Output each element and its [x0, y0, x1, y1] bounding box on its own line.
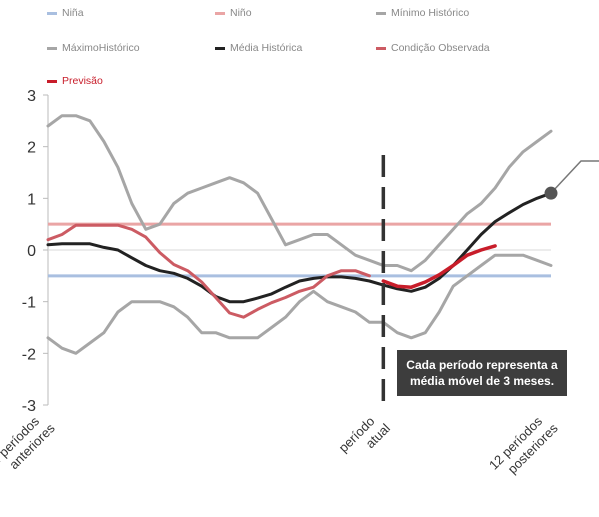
y-axis: 3 2 1 0 -1 -2 -3 [22, 88, 551, 415]
legend-swatch-minimo-historico [376, 12, 386, 15]
legend: Niña Niño Mínimo Histórico MáximoHistórico M… [47, 7, 490, 87]
legend-swatch-previsao [47, 80, 57, 83]
y-tick-label: 1 [27, 191, 36, 208]
y-tick-label: -1 [22, 295, 36, 312]
legend-swatch-nino [215, 12, 225, 15]
y-tick-label: 2 [27, 140, 36, 157]
legend-label-maximohistorico: MáximoHistórico [62, 42, 140, 54]
annotation-line: Cada período representa a [406, 358, 558, 372]
series-maximo-historico [46, 114, 553, 273]
legend-swatch-maximohistorico [47, 47, 57, 50]
legend-label-media-historica: Média Histórica [230, 42, 303, 54]
legend-label-nina: Niña [62, 7, 84, 19]
series-previsao [381, 244, 497, 289]
series-condicao-observada [46, 223, 371, 319]
legend-label-condicao-observada: Condição Observada [391, 42, 490, 54]
y-tick-label: -3 [22, 398, 36, 415]
callout-connector [550, 160, 599, 194]
annotation-background [397, 350, 567, 396]
end-marker [544, 186, 558, 200]
y-tick-label: 0 [27, 243, 36, 260]
series-media-historica [46, 191, 553, 304]
annotation-line: média móvel de 3 meses. [410, 374, 554, 388]
chart-extras [381, 155, 599, 405]
series-minimo-historico [46, 253, 553, 355]
series-lines [46, 114, 553, 355]
y-tick-label: 3 [27, 88, 36, 105]
annotation-box: Cada período representa a média móvel de … [397, 350, 567, 396]
legend-swatch-condicao-observada [376, 47, 386, 50]
legend-label-previsao: Previsão [62, 75, 103, 87]
legend-swatch-media-historica [215, 47, 225, 50]
y-tick-label: -2 [22, 346, 36, 363]
legend-label-nino: Niño [230, 7, 252, 19]
legend-swatch-nina [47, 12, 57, 15]
legend-label-minimo-historico: Mínimo Histórico [391, 7, 469, 19]
